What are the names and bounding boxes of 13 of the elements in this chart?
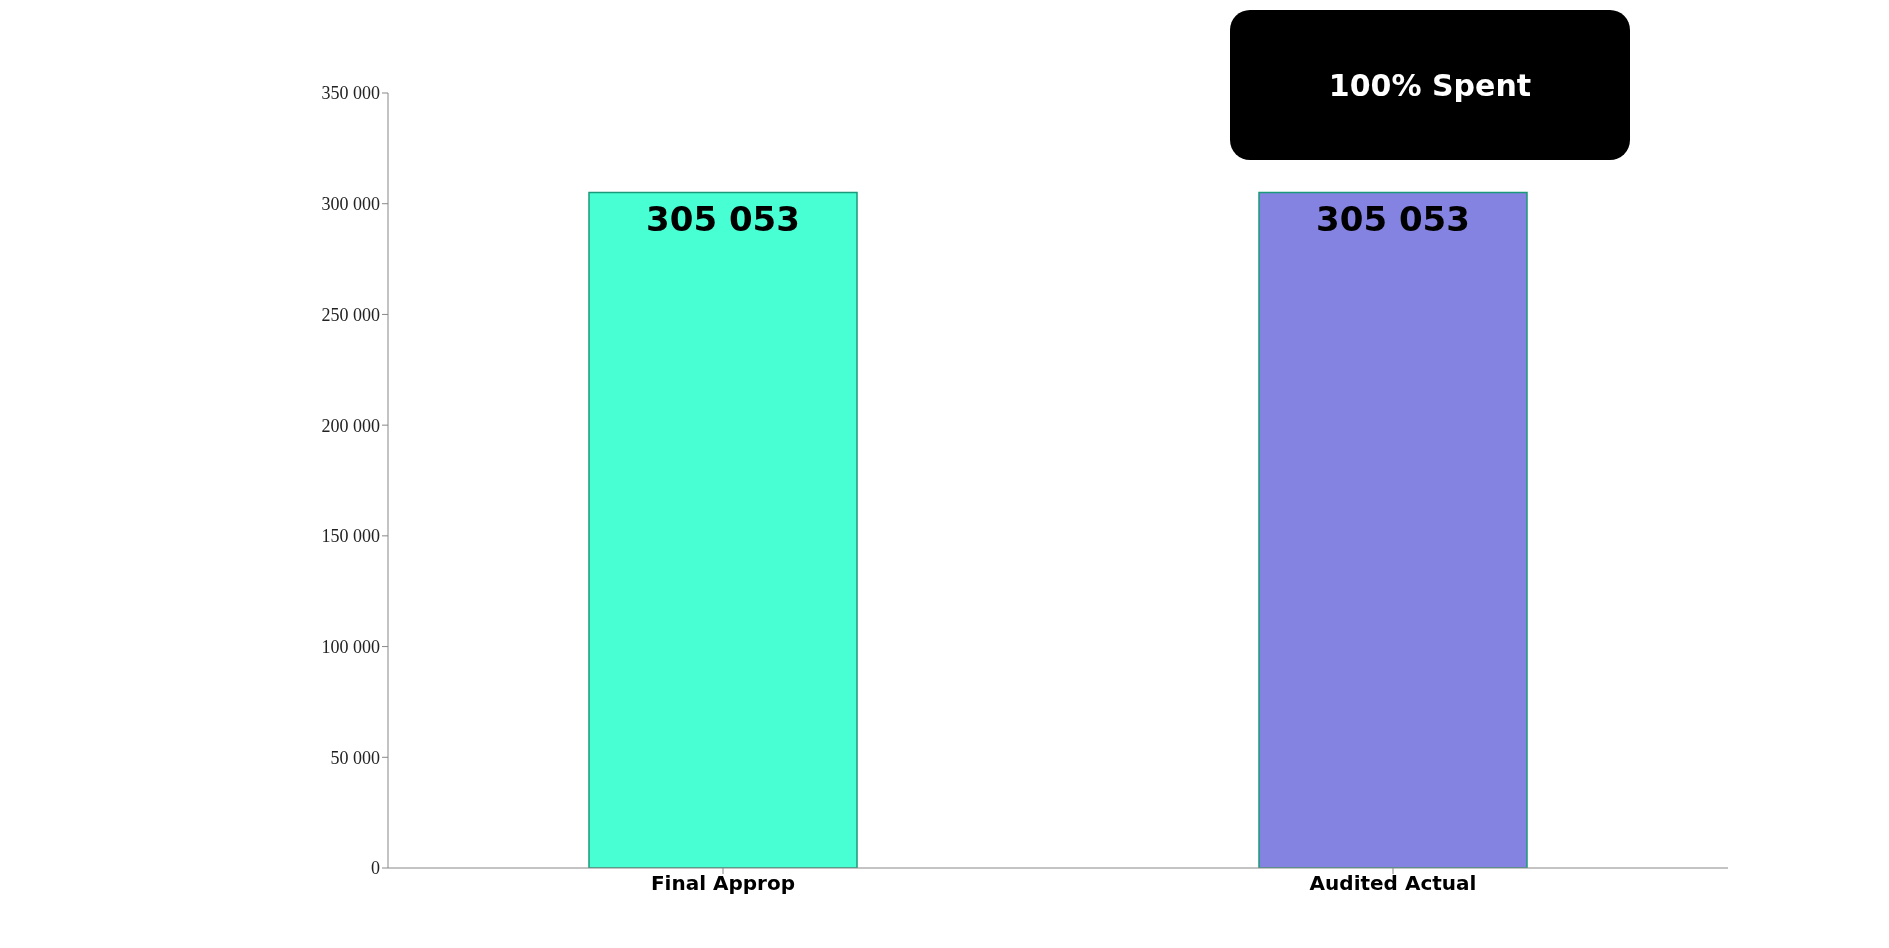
y-tick-label: 50 000 [330, 747, 380, 768]
y-tick-label: 200 000 [321, 415, 380, 436]
data-label: 305 053 [1316, 198, 1470, 239]
x-tick-label: Audited Actual [1309, 871, 1477, 896]
callout-box: 100% Spent [1230, 10, 1630, 160]
y-tick-label: 0 [371, 858, 380, 879]
y-tick-label: 150 000 [321, 526, 380, 547]
x-tick-label: Final Approp [650, 871, 796, 896]
y-tick-label: 100 000 [321, 636, 380, 657]
y-tick-label: 350 000 [321, 83, 380, 104]
y-tick-label: 250 000 [321, 304, 380, 325]
data-label: 305 053 [646, 198, 800, 239]
y-tick-label: 300 000 [321, 194, 380, 215]
